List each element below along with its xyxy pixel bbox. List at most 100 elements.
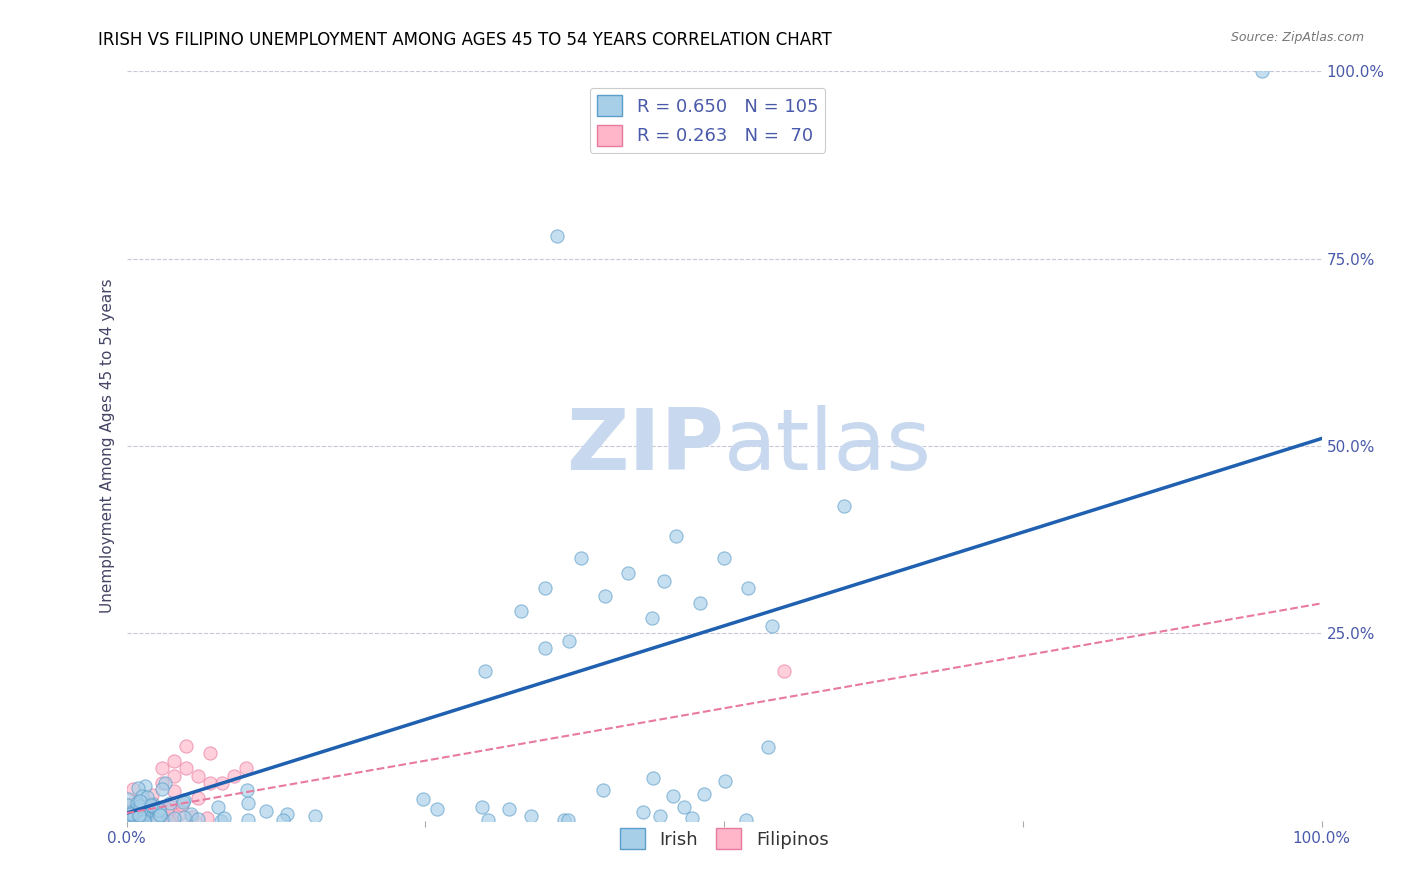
- Point: [127, 801, 149, 815]
- Point: [713, 551, 735, 566]
- Point: [662, 789, 685, 803]
- Point: [149, 807, 172, 822]
- Point: [134, 779, 156, 793]
- Point: [139, 808, 162, 822]
- Point: [195, 811, 218, 825]
- Point: [159, 796, 181, 810]
- Point: [592, 783, 614, 797]
- Point: [163, 754, 186, 768]
- Point: [127, 780, 149, 795]
- Point: [117, 792, 139, 806]
- Point: [124, 812, 146, 826]
- Point: [124, 807, 146, 822]
- Point: [141, 788, 163, 802]
- Point: [121, 805, 143, 820]
- Point: [135, 801, 157, 815]
- Point: [148, 803, 170, 817]
- Point: [128, 808, 150, 822]
- Point: [412, 791, 434, 805]
- Point: [689, 596, 711, 610]
- Point: [141, 799, 163, 814]
- Point: [127, 807, 149, 822]
- Point: [128, 794, 150, 808]
- Point: [211, 776, 233, 790]
- Point: [117, 806, 139, 821]
- Point: [120, 797, 142, 811]
- Point: [134, 814, 156, 828]
- Point: [617, 566, 640, 581]
- Point: [117, 813, 139, 827]
- Point: [235, 761, 257, 775]
- Point: [546, 229, 568, 244]
- Point: [142, 811, 165, 825]
- Point: [125, 811, 148, 825]
- Point: [142, 797, 165, 811]
- Point: [498, 803, 520, 817]
- Point: [633, 805, 655, 820]
- Point: [533, 582, 555, 596]
- Point: [167, 806, 190, 821]
- Point: [773, 664, 796, 678]
- Point: [673, 799, 696, 814]
- Point: [128, 797, 150, 811]
- Point: [125, 796, 148, 810]
- Point: [693, 787, 716, 801]
- Point: [124, 809, 146, 823]
- Point: [132, 804, 155, 818]
- Point: [200, 776, 222, 790]
- Point: [209, 814, 232, 828]
- Point: [593, 589, 616, 603]
- Point: [122, 811, 145, 825]
- Point: [135, 790, 157, 805]
- Point: [121, 809, 143, 823]
- Point: [832, 499, 855, 513]
- Point: [477, 813, 499, 827]
- Point: [187, 812, 209, 826]
- Point: [641, 772, 664, 786]
- Point: [128, 807, 150, 822]
- Point: [131, 806, 153, 821]
- Point: [187, 769, 209, 783]
- Point: [222, 769, 246, 783]
- Point: [519, 808, 541, 822]
- Point: [129, 801, 152, 815]
- Point: [129, 807, 152, 822]
- Point: [641, 611, 664, 625]
- Point: [681, 812, 703, 826]
- Point: [553, 813, 575, 827]
- Point: [761, 619, 783, 633]
- Point: [132, 814, 155, 828]
- Point: [120, 813, 142, 827]
- Point: [150, 782, 173, 797]
- Point: [131, 797, 153, 812]
- Point: [118, 809, 141, 823]
- Point: [132, 811, 155, 825]
- Point: [163, 811, 186, 825]
- Point: [735, 813, 758, 827]
- Point: [118, 810, 141, 824]
- Point: [129, 809, 152, 823]
- Point: [118, 812, 141, 826]
- Point: [180, 810, 202, 824]
- Point: [737, 582, 759, 596]
- Point: [509, 604, 531, 618]
- Point: [146, 813, 169, 827]
- Point: [172, 797, 194, 812]
- Point: [557, 814, 579, 828]
- Point: [141, 803, 163, 817]
- Point: [139, 797, 162, 812]
- Text: IRISH VS FILIPINO UNEMPLOYMENT AMONG AGES 45 TO 54 YEARS CORRELATION CHART: IRISH VS FILIPINO UNEMPLOYMENT AMONG AGE…: [98, 31, 832, 49]
- Point: [146, 813, 169, 827]
- Point: [159, 813, 181, 827]
- Point: [304, 809, 326, 823]
- Point: [115, 805, 138, 819]
- Point: [117, 812, 139, 826]
- Point: [163, 769, 186, 783]
- Point: [152, 813, 174, 827]
- Point: [121, 782, 143, 797]
- Point: [120, 811, 142, 825]
- Point: [180, 806, 202, 821]
- Point: [200, 746, 222, 760]
- Point: [236, 814, 259, 828]
- Point: [533, 641, 555, 656]
